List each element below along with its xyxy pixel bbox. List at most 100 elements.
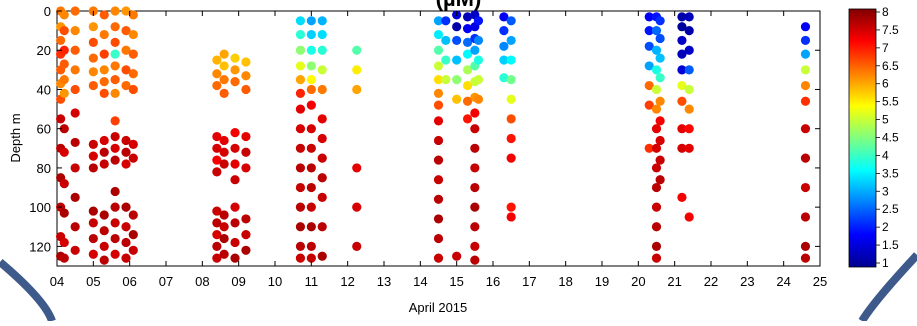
data-point [212,206,222,216]
data-point [644,80,654,91]
data-point [800,49,811,59]
data-point [317,133,327,144]
data-point [306,100,316,110]
data-point [110,49,120,59]
data-point [306,253,316,263]
data-point [452,55,462,65]
data-point [128,245,138,255]
data-point [352,45,362,55]
y-axis: 0 20 40 60 80 100 120 [29,4,820,254]
data-point [506,133,516,144]
x-axis-label: April 2015 [409,300,468,315]
chart-title: (µM) [0,0,917,12]
data-point [295,202,306,212]
data-point [317,84,327,95]
data-point [70,245,80,255]
data-point [433,155,444,165]
data-point [306,222,316,232]
data-point [88,37,98,47]
data-point [470,163,480,173]
data-point [241,245,251,255]
y-tick-label: 0 [44,4,51,19]
data-point [651,84,662,95]
data-point [684,45,694,55]
data-point [212,241,222,251]
y-tick-label: 120 [29,239,51,254]
data-point [70,26,80,36]
data-point [230,218,240,228]
data-point [441,16,451,26]
colorbar-tick-label: 4 [882,148,889,162]
data-point [655,155,665,165]
data-point [212,69,222,79]
data-point [684,212,694,222]
data-point [70,163,80,173]
data-point [433,253,444,263]
data-point [128,210,138,220]
data-point [352,202,362,212]
data-point [800,22,811,32]
data-point [462,24,473,34]
data-point [212,253,222,263]
data-point [230,128,240,138]
data-point [219,233,229,244]
data-point [433,100,444,110]
data-point [241,57,251,67]
data-point [295,88,306,98]
colorbar-tick-label: 1.5 [882,238,899,252]
data-point [506,212,516,222]
data-point [110,249,120,259]
data-point [295,222,306,232]
data-point [655,116,665,126]
data-point [677,96,687,106]
data-point [473,55,484,65]
data-point [99,241,109,251]
data-point [212,167,222,177]
data-point [470,222,480,232]
data-point [88,139,98,149]
data-point [121,159,131,169]
data-point [684,143,694,153]
data-point [88,206,98,216]
data-point [295,182,306,193]
colorbar-tick-label: 1 [882,256,889,270]
data-point [677,80,687,91]
data-point [128,230,138,240]
data-point [59,124,69,134]
x-tick-label: 22 [704,274,718,289]
data-point [317,45,327,55]
data-point [800,153,811,163]
data-point [800,35,811,46]
data-point [110,116,120,126]
colorbar-tick-label: 7 [882,41,889,55]
data-point [99,255,109,265]
data-point [352,84,362,95]
data-point [88,233,98,244]
data-point [651,163,662,173]
x-tick-label: 17 [522,274,536,289]
colorbar-tick-label: 3 [882,184,889,198]
data-point [651,241,662,251]
data-point [241,163,251,173]
x-tick-label: 08 [195,274,209,289]
data-point [230,175,240,185]
x-tick-label: 14 [413,274,427,289]
colorbar [848,8,877,268]
data-point [219,159,229,169]
data-point [499,26,509,36]
data-point [295,61,306,71]
data-point [655,135,665,146]
data-point [110,218,120,228]
x-tick-label: 21 [667,274,681,289]
data-point [99,159,109,169]
x-tick-label: 09 [231,274,245,289]
data-point [306,124,316,134]
data-point [59,147,69,157]
data-point [110,202,120,212]
x-tick-label: 13 [377,274,391,289]
data-point [462,114,473,124]
data-point [433,61,444,71]
data-point [88,80,98,91]
